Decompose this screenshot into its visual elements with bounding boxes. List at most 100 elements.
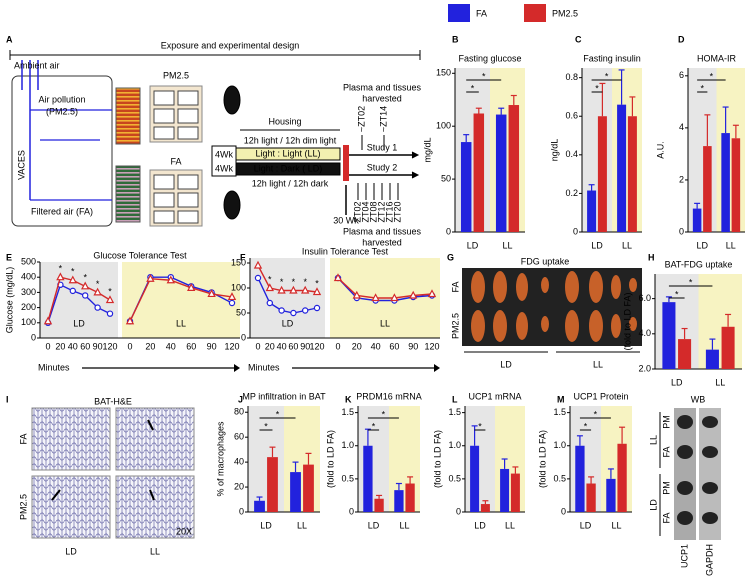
y-tick-label: 0 [239,506,244,516]
ll-background [490,68,525,232]
x-tick-label: LD [467,240,479,250]
label: ZT20 [392,201,402,222]
marker [125,316,135,325]
significance-star: * [71,267,75,277]
y-tick-label: 0 [573,226,578,236]
x-tick-label: LD [474,520,486,530]
y-tick-label: 100 [21,317,36,327]
y-tick-label: 4 [679,122,684,132]
bar [678,339,692,369]
label: harvested [362,93,402,103]
x-axis-arrowhead [434,364,440,372]
x-tick-label: 20 [352,341,362,351]
label: 4Wk [215,149,234,159]
blot-image [659,408,721,540]
y-tick-label: 1.0 [341,440,354,450]
x-axis-label: Minutes [248,362,280,372]
ld-background [465,406,495,512]
bar [460,142,472,232]
x-tick-label: 120 [102,341,117,351]
label: Air pollution [38,94,85,104]
label: FA [170,156,181,166]
design-title: Exposure and experimental design [161,40,300,50]
y-tick-label: 0.4 [565,149,578,159]
panel-letter: L [452,394,458,404]
y-tick-label: 60 [234,432,244,442]
x-tick-label: 120 [424,341,439,351]
ld-background [570,406,601,512]
lane-label: FA [661,446,671,457]
marker [43,316,53,325]
x-tick-label: 60 [186,341,196,351]
ld-background [582,68,612,232]
y-tick-label: 400 [21,272,36,282]
panel-letter: F [240,252,246,262]
x-tick-label: 0 [127,341,132,351]
ll-background [284,406,320,512]
label: 12h light / 12h dim light [244,135,337,145]
significance-star: * [108,286,112,296]
ll-background [698,274,742,369]
marker [253,260,263,269]
x-tick-label: 60 [80,341,90,351]
x-axis-arrowhead [234,364,240,372]
marker [302,307,309,314]
significance-star: * [710,71,714,81]
bar [510,473,520,512]
histology-images [31,407,195,539]
y-tick-label: 0 [561,506,566,516]
significance-star: * [675,289,679,299]
bar [606,478,616,512]
marker [427,289,437,298]
label: Study 1 [367,142,398,152]
y-tick-label: 0.2 [565,188,578,198]
bar [597,116,607,232]
marker [166,275,175,284]
panel-title: WB [691,394,706,404]
ll-background [716,68,745,232]
x-tick-label: 90 [207,341,217,351]
bar [394,490,404,512]
x-tick-label: LL [611,520,621,530]
y-axis-label: (fold to LD FA) [622,292,632,350]
significance-star: * [59,264,63,274]
x-tick-label: 20 [145,341,155,351]
label: Study 2 [367,162,398,172]
lane-label: PM [661,481,671,495]
bar [267,457,278,512]
panel-label: LL [380,318,390,328]
x-tick-label: LL [502,240,512,250]
label: VACES [16,150,26,180]
label: ZT12 [376,201,386,222]
protein-label: GAPDH [704,544,714,576]
significance-star: * [478,421,482,431]
series-line [129,277,233,322]
label: 12h light / 12h dark [252,178,329,188]
panel-letter: B [452,34,459,44]
y-tick-label: 0 [446,226,451,236]
y-tick-label: 2.0 [638,363,651,373]
marker [266,299,273,307]
ld-background [655,274,699,369]
chart-title: Fasting glucose [458,53,521,63]
marker [146,273,155,282]
series-line [337,277,433,299]
label: ZT16 [384,201,394,222]
x-tick-label: LL [726,240,736,250]
panel-letter: M [557,394,565,404]
marker [81,281,90,290]
marker [278,307,285,314]
y-tick-label: 150 [231,257,246,267]
ld-background [248,406,284,512]
marker [409,290,418,299]
bar [303,464,314,512]
panel-letter: H [648,252,655,262]
marker [81,292,89,299]
ll-background [389,406,420,512]
x-tick-label: LL [399,520,409,530]
marker [93,287,102,296]
label: PM2.5 [163,70,189,80]
y-tick-label: 80 [234,407,244,417]
significance-star: * [315,278,319,288]
panel-label: LD [73,318,85,328]
